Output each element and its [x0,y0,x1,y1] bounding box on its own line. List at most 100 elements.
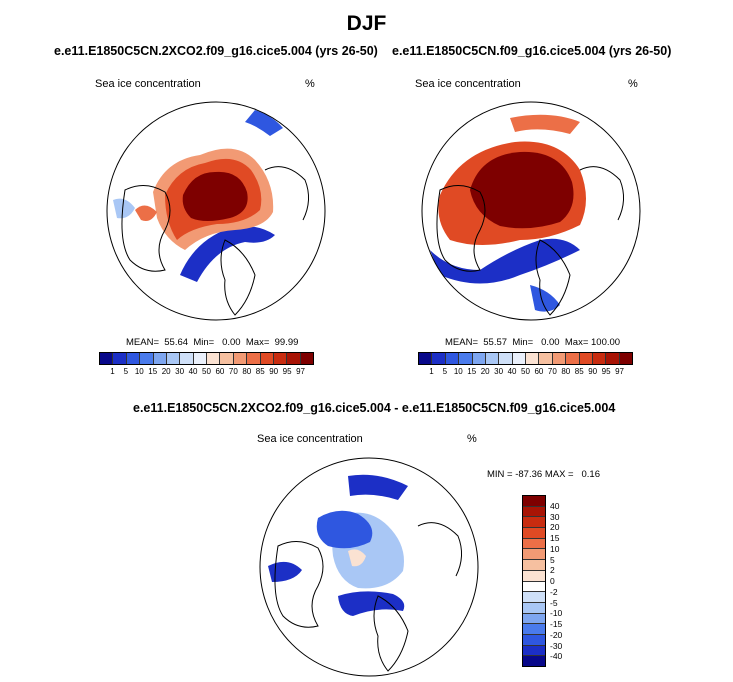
colorbar-segment [247,353,261,364]
figure-title: DJF [346,12,387,35]
colorbar-segment [523,602,545,614]
colorbar-tick-label: 97 [296,367,306,376]
colorbar-tick-label: 60 [215,367,225,376]
diff-left-decrease [268,561,302,582]
colorbar-segment [592,353,607,364]
colorbar-tick-label: 90 [269,367,279,376]
colorbar-tick-label: 80 [561,367,571,376]
colorbar-segment [523,549,545,561]
colorbar-tick-label: 1 [429,367,434,376]
panel2-coast-america [436,185,486,272]
colorbar-segment [287,353,301,364]
colorbar-tick-label: 95 [282,367,292,376]
colorbar-segment [523,613,545,625]
colorbar-tick-label: 30 [175,367,185,376]
panel2-ice-core [470,151,574,229]
panel2-units-label: % [628,78,638,90]
colorbar-segment [523,645,545,657]
colorbar-segment [207,353,221,364]
colorbar-segment [606,353,620,364]
colorbar-segment [523,634,545,646]
colorbar-segment [113,353,127,364]
diff-stats: MIN = -87.36 MAX = 0.16 [487,469,600,480]
colorbar-tick-label: 2 [550,565,555,576]
diff-polar-map [259,457,479,677]
diff-coast-asia [417,522,462,577]
colorbar-tick-label: 97 [615,367,625,376]
panel2-coast-asia [579,166,624,221]
panel1-colorbar: 1 5 10 15 20 30 40 50 60 70 80 85 90 95 97 [99,352,314,379]
colorbar-segment [552,353,567,364]
colorbar-tick-label: 1 [110,367,115,376]
colorbar-segment [485,353,500,364]
colorbar-segment [566,353,580,364]
colorbar-tick-label: 85 [255,367,265,376]
colorbar-segment [193,353,207,364]
panel1-left-light-ice [113,198,135,219]
colorbar-segment [126,353,141,364]
colorbar-tick-label: -15 [550,619,563,629]
colorbar-tick-label: 30 [494,367,504,376]
panel2-stats: MEAN= 55.57 Min= 0.00 Max= 100.00 [445,337,621,348]
colorbar-tick-label: 20 [161,367,171,376]
panel2-case-title: e.e11.E1850C5CN.f09_g16.cice5.004 (yrs 2… [392,44,672,58]
panel2-polar-map [421,101,641,321]
colorbar-segment [180,353,194,364]
colorbar-tick-label: 20 [550,522,560,533]
colorbar-segment [523,538,545,550]
colorbar-tick-label: 10 [134,367,144,376]
colorbar-tick-label: 85 [574,367,584,376]
panel1-polar-map [106,101,326,321]
colorbar-segment [523,581,545,593]
panel1-ice-core [182,171,248,221]
colorbar-segment [523,656,545,666]
colorbar-segment [459,353,473,364]
colorbar-tick-label: -40 [550,651,563,662]
colorbar-segment [499,353,513,364]
colorbar-tick-label: 50 [521,367,530,376]
colorbar-segment [579,353,593,364]
colorbar-tick-label: -20 [550,629,563,640]
panel2-colorbar-ticks: 1 5 10 15 20 30 40 50 60 70 80 85 90 95 97 [418,367,633,379]
diff-colorbar-strip [522,495,546,667]
colorbar-tick-label: 15 [550,533,560,543]
diff-coast-europe [373,595,409,672]
diff-units-label: % [467,433,477,445]
colorbar-tick-label: 60 [534,367,544,376]
colorbar-segment [300,353,313,364]
colorbar-tick-label: 70 [547,367,557,376]
panel2-ice-edge-blue [430,238,580,284]
panel2-colorbar-strip [418,352,633,365]
colorbar-tick-label: 90 [588,367,598,376]
colorbar-segment [523,528,545,539]
colorbar-tick-label: 95 [601,367,611,376]
colorbar-segment [539,353,553,364]
colorbar-tick-label: 30 [550,511,560,522]
colorbar-tick-label: 15 [467,367,477,376]
colorbar-tick-label: 5 [123,367,129,376]
panel2-colorbar: 1 5 10 15 20 30 40 50 60 70 80 85 90 95 97 [418,352,633,379]
colorbar-segment [153,353,167,364]
panel2-coast-europe [535,239,571,316]
colorbar-segment [523,624,545,635]
panel2-baltic-blue [530,285,560,312]
colorbar-tick-label: -5 [550,597,558,608]
colorbar-segment [523,560,545,571]
panel1-coast-america [121,185,171,272]
colorbar-segment [523,496,545,507]
colorbar-tick-label: 80 [242,367,252,376]
colorbar-tick-label: 70 [228,367,238,376]
panel2-variable-label: Sea ice concentration [415,78,521,90]
colorbar-tick-label: 5 [550,554,555,565]
colorbar-segment [523,570,545,582]
colorbar-tick-label: -30 [550,640,563,651]
panel1-variable-label: Sea ice concentration [95,78,201,90]
diff-case-title: e.e11.E1850C5CN.2XCO2.f09_g16.cice5.004 … [133,401,616,415]
diff-slight-increase [348,549,366,567]
diff-atlantic-decrease [338,591,405,616]
diff-coast-america [274,541,324,628]
colorbar-segment [523,506,545,518]
panel1-ice-edge-blue [180,226,275,282]
diff-variable-label: Sea ice concentration [257,433,363,445]
panel1-case-title: e.e11.E1850C5CN.2XCO2.f09_g16.cice5.004 … [54,44,378,58]
